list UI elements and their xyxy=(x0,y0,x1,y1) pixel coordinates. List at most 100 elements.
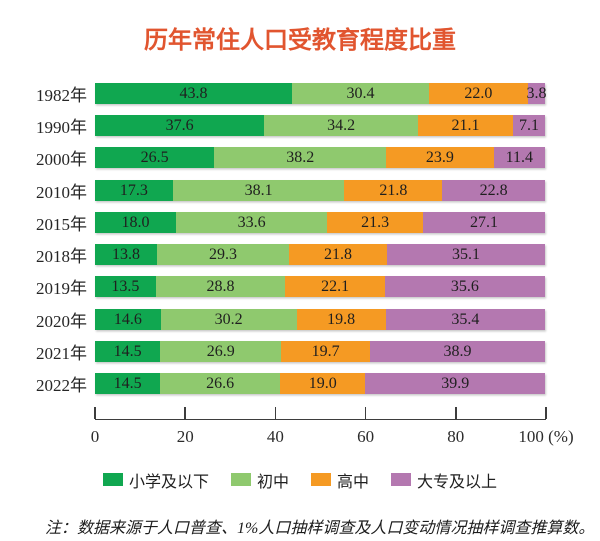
stacked-bar: 17.3 38.1 21.8 22.8 xyxy=(95,179,545,201)
segment-value-label: 26.9 xyxy=(206,343,235,361)
bar-segment: 33.6 xyxy=(176,211,328,233)
segment-value-label: 3.8 xyxy=(526,84,547,102)
legend: 小学及以下 初中 高中 大专及以上 xyxy=(0,468,600,492)
category-label: 2018年 xyxy=(36,247,87,267)
stacked-bar: 13.8 29.3 21.8 35.1 xyxy=(95,244,545,266)
segment-value-label: 14.6 xyxy=(113,310,142,328)
segment-value-label: 27.1 xyxy=(470,213,498,231)
category-label: 1982年 xyxy=(36,85,87,105)
category-label: 2021年 xyxy=(36,344,87,364)
segment-value-label: 30.2 xyxy=(214,310,243,328)
segment-value-label: 35.4 xyxy=(451,310,480,328)
bar-row: 2022年 14.5 26.6 19.0 39.9 xyxy=(0,368,600,400)
category-label: 2000年 xyxy=(36,150,87,170)
segment-value-label: 13.8 xyxy=(112,246,141,264)
stacked-bar: 26.5 38.2 23.9 11.4 xyxy=(95,147,545,169)
segment-value-label: 38.1 xyxy=(244,181,273,199)
segment-value-label: 38.9 xyxy=(443,343,472,361)
bar-segment: 35.1 xyxy=(387,244,545,266)
x-axis-tick-labels: 0 20 40 60 80 100 (%) xyxy=(91,426,574,448)
chart-title: 历年常住人口受教育程度比重 xyxy=(144,27,456,54)
bar-segment: 11.4 xyxy=(493,147,545,169)
bar-segment: 21.8 xyxy=(288,244,388,266)
x-axis-tick-label: 40 xyxy=(266,426,284,446)
segment-value-label: 22.1 xyxy=(321,278,350,296)
bar-segment: 19.8 xyxy=(296,308,386,330)
stacked-bar: 14.5 26.9 19.7 38.9 xyxy=(95,341,545,363)
category-label: 2019年 xyxy=(36,279,87,299)
bar-segment: 14.6 xyxy=(95,308,161,330)
bar-row: 2019年 13.5 28.8 22.1 35.6 xyxy=(0,271,600,303)
x-axis-tick-label: 100 (%) xyxy=(518,426,574,446)
bar-segment: 14.5 xyxy=(95,341,161,363)
bar-segment: 22.8 xyxy=(442,179,545,201)
stacked-bar: 37.6 34.2 21.1 7.1 xyxy=(95,114,545,136)
legend-item: 高中 xyxy=(311,468,369,492)
bar-segment: 19.7 xyxy=(281,341,370,363)
stacked-bar: 14.6 30.2 19.8 35.4 xyxy=(95,308,545,330)
segment-value-label: 22.0 xyxy=(464,84,493,102)
segment-value-label: 37.6 xyxy=(165,116,194,134)
bar-segment: 26.9 xyxy=(160,341,282,363)
bar-segment: 18.0 xyxy=(95,211,176,233)
stacked-bar: 13.5 28.8 22.1 35.6 xyxy=(95,276,545,298)
segment-value-label: 33.6 xyxy=(237,213,266,231)
bar-segment: 35.6 xyxy=(384,276,545,298)
bar-segment: 38.2 xyxy=(214,147,387,169)
legend-label: 高中 xyxy=(337,473,370,491)
bar-segment: 38.9 xyxy=(369,341,545,363)
bar-row: 2000年 26.5 38.2 23.9 11.4 xyxy=(0,142,600,174)
segment-value-label: 21.3 xyxy=(361,213,390,231)
segment-value-label: 19.0 xyxy=(308,375,337,393)
bar-segment: 21.8 xyxy=(344,179,443,201)
segment-value-label: 21.8 xyxy=(379,181,408,199)
x-axis-tick-label: 0 xyxy=(90,426,100,446)
x-axis-tick xyxy=(364,406,367,419)
x-axis-tick-label: 20 xyxy=(176,426,194,446)
stacked-bar: 18.0 33.6 21.3 27.1 xyxy=(95,211,545,233)
segment-value-label: 26.6 xyxy=(206,375,235,393)
segment-value-label: 11.4 xyxy=(505,149,534,167)
legend-label: 大专及以上 xyxy=(417,473,498,491)
segment-value-label: 39.9 xyxy=(441,375,470,393)
bar-segment: 7.1 xyxy=(513,114,545,136)
bar-segment: 27.1 xyxy=(423,211,545,233)
legend-swatch xyxy=(230,473,251,487)
segment-value-label: 38.2 xyxy=(286,149,315,167)
segment-value-label: 19.8 xyxy=(327,310,356,328)
segment-value-label: 35.6 xyxy=(450,278,479,296)
bar-segment: 3.8 xyxy=(526,82,547,104)
bar-segment: 28.8 xyxy=(155,276,286,298)
x-axis-tick xyxy=(94,406,96,419)
category-label: 1990年 xyxy=(36,117,87,137)
category-label: 2015年 xyxy=(36,214,87,234)
segment-value-label: 30.4 xyxy=(346,84,375,102)
x-axis-tick-label: 80 xyxy=(447,426,465,446)
segment-value-label: 22.8 xyxy=(479,181,508,199)
bar-segment: 38.1 xyxy=(172,179,345,201)
bar-segment: 14.5 xyxy=(95,373,161,395)
segment-value-label: 18.0 xyxy=(121,213,150,231)
legend-swatch xyxy=(102,473,123,487)
legend-item: 小学及以下 xyxy=(102,468,209,492)
bar-row: 2015年 18.0 33.6 21.3 27.1 xyxy=(0,206,600,238)
segment-value-label: 7.1 xyxy=(518,116,539,134)
segment-value-label: 35.1 xyxy=(452,246,480,264)
segment-value-label: 34.2 xyxy=(327,116,356,134)
x-axis-tick xyxy=(455,406,457,419)
x-axis-tick xyxy=(184,406,186,419)
bar-row: 1990年 37.6 34.2 21.1 7.1 xyxy=(0,109,600,141)
x-axis-tick-label: 60 xyxy=(357,426,375,446)
segment-value-label: 21.8 xyxy=(323,246,352,264)
bar-row: 2010年 17.3 38.1 21.8 22.8 xyxy=(0,174,600,206)
legend-swatch xyxy=(391,473,412,487)
bar-segment: 23.9 xyxy=(386,147,494,169)
bar-row: 1982年 43.8 30.4 22.0 3.8 xyxy=(0,77,600,109)
bar-segment: 13.5 xyxy=(95,276,156,298)
segment-value-label: 29.3 xyxy=(209,246,238,264)
bar-segment: 21.3 xyxy=(327,211,424,233)
segment-value-label: 28.8 xyxy=(206,278,235,296)
bar-segment: 34.2 xyxy=(264,114,419,136)
x-axis-line xyxy=(94,406,547,420)
